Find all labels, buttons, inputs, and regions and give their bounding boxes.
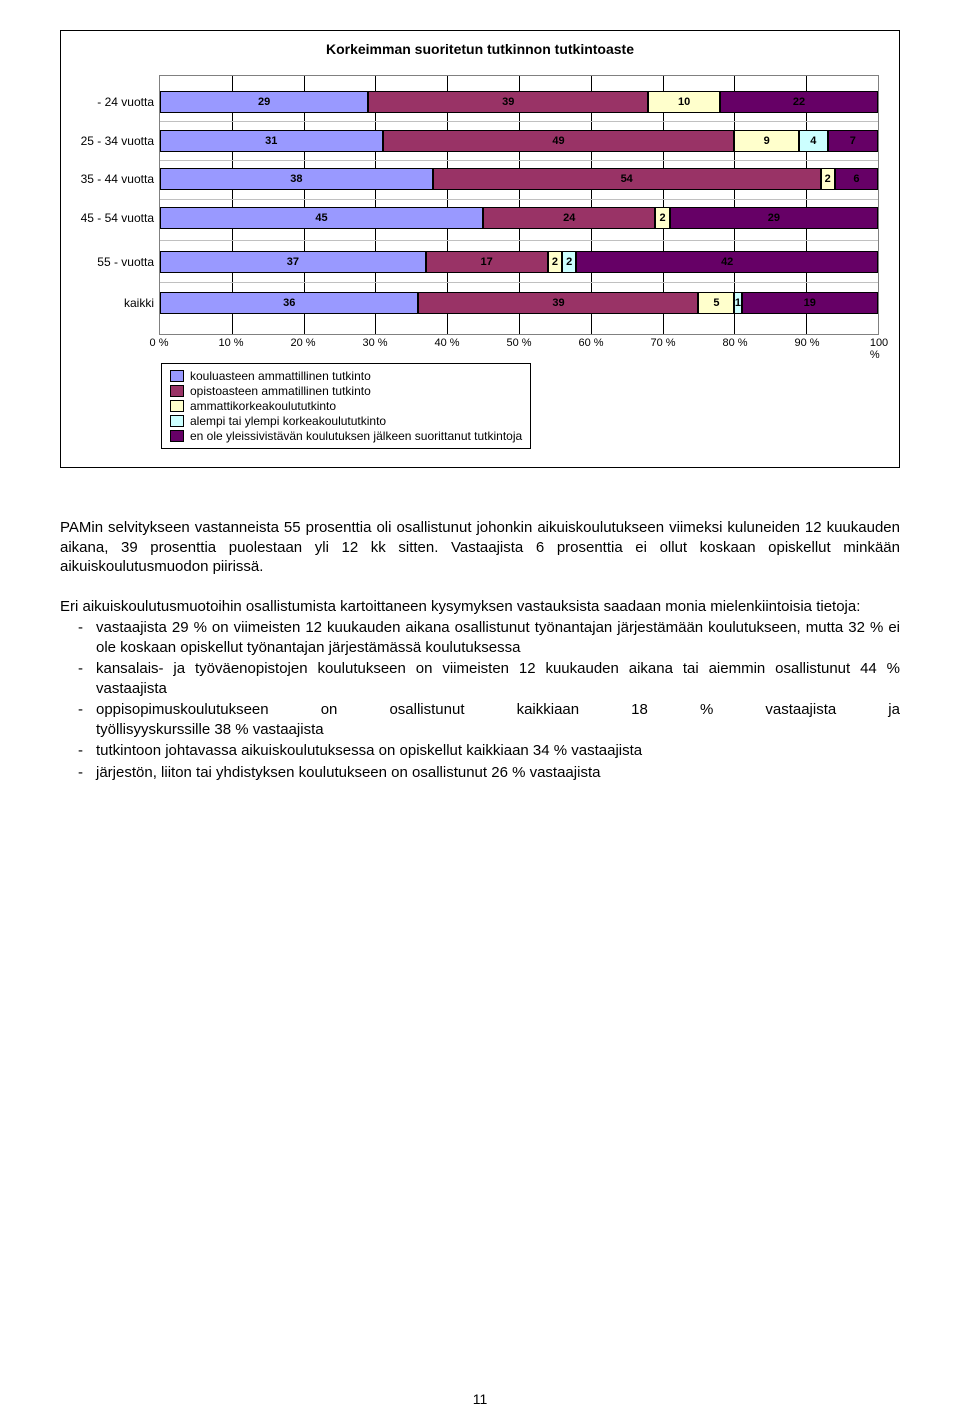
bar-segment: 39 xyxy=(368,91,648,113)
bar-segment: 37 xyxy=(160,251,426,273)
legend-label: opistoasteen ammatillinen tutkinto xyxy=(190,384,371,398)
bar-segment: 36 xyxy=(160,292,418,314)
x-tick-label: 70 % xyxy=(650,337,675,349)
legend-swatch xyxy=(170,400,184,412)
bar-row: 29391022 xyxy=(160,91,878,113)
category-label: 25 - 34 vuotta xyxy=(70,134,154,148)
bar-segment: 2 xyxy=(821,168,835,190)
list-item: järjestön, liiton tai yhdistyksen koulut… xyxy=(60,763,900,783)
x-tick-label: 100 % xyxy=(870,337,888,361)
x-tick-label: 20 % xyxy=(290,337,315,349)
bar-row: 4524229 xyxy=(160,207,878,229)
legend-swatch xyxy=(170,430,184,442)
chart-legend: kouluasteen ammattillinen tutkintoopisto… xyxy=(161,363,531,449)
legend-label: en ole yleissivistävän koulutuksen jälke… xyxy=(190,429,522,443)
bar-segment: 29 xyxy=(160,91,368,113)
category-label: 55 - vuotta xyxy=(70,255,154,269)
bar-segment: 5 xyxy=(698,292,734,314)
bar-segment: 2 xyxy=(548,251,562,273)
x-tick-label: 40 % xyxy=(434,337,459,349)
education-degree-chart: Korkeimman suoritetun tutkinnon tutkinto… xyxy=(60,30,900,468)
bar-segment: 38 xyxy=(160,168,433,190)
bar-segment: 31 xyxy=(160,130,383,152)
bar-segment: 4 xyxy=(799,130,828,152)
body-text-block: PAMin selvitykseen vastanneista 55 prose… xyxy=(60,518,900,782)
x-tick-label: 30 % xyxy=(362,337,387,349)
bar-segment: 19 xyxy=(742,292,878,314)
paragraph-2-intro: Eri aikuiskoulutusmuotoihin osallistumis… xyxy=(60,597,900,617)
category-label: 35 - 44 vuotta xyxy=(70,172,154,186)
bar-segment: 6 xyxy=(835,168,878,190)
bar-segment: 2 xyxy=(655,207,669,229)
bar-segment: 1 xyxy=(734,292,741,314)
legend-label: kouluasteen ammattillinen tutkinto xyxy=(190,369,371,383)
list-item: tutkintoon johtavassa aikuiskoulutuksess… xyxy=(60,741,900,761)
page-number: 11 xyxy=(0,1391,960,1407)
chart-title: Korkeimman suoritetun tutkinnon tutkinto… xyxy=(73,41,887,57)
x-tick-label: 50 % xyxy=(506,337,531,349)
bar-segment: 2 xyxy=(562,251,576,273)
list-item: kansalais- ja työväenopistojen koulutuks… xyxy=(60,659,900,698)
legend-item: en ole yleissivistävän koulutuksen jälke… xyxy=(170,429,522,443)
legend-item: alempi tai ylempi korkeakoulututkinto xyxy=(170,414,522,428)
legend-label: ammattikorkeakoulututkinto xyxy=(190,399,336,413)
x-tick-label: 10 % xyxy=(218,337,243,349)
bullet-list: vastaajista 29 % on viimeisten 12 kuukau… xyxy=(60,618,900,782)
x-tick-label: 60 % xyxy=(578,337,603,349)
bar-segment: 22 xyxy=(720,91,878,113)
legend-swatch xyxy=(170,385,184,397)
bar-segment: 45 xyxy=(160,207,483,229)
list-item: oppisopimuskoulutukseen on osallistunut … xyxy=(60,700,900,739)
category-label: kaikki xyxy=(70,296,154,310)
legend-item: kouluasteen ammattillinen tutkinto xyxy=(170,369,522,383)
bar-segment: 9 xyxy=(734,130,799,152)
legend-item: opistoasteen ammatillinen tutkinto xyxy=(170,384,522,398)
bar-segment: 54 xyxy=(433,168,821,190)
x-tick-label: 80 % xyxy=(722,337,747,349)
legend-item: ammattikorkeakoulututkinto xyxy=(170,399,522,413)
x-tick-label: 90 % xyxy=(794,337,819,349)
bar-segment: 29 xyxy=(670,207,878,229)
bar-row: 36395119 xyxy=(160,292,878,314)
legend-label: alempi tai ylempi korkeakoulututkinto xyxy=(190,414,386,428)
bar-segment: 42 xyxy=(576,251,878,273)
bar-segment: 17 xyxy=(426,251,548,273)
bar-segment: 24 xyxy=(483,207,655,229)
paragraph-1: PAMin selvitykseen vastanneista 55 prose… xyxy=(60,518,900,577)
category-label: - 24 vuotta xyxy=(70,95,154,109)
list-item: vastaajista 29 % on viimeisten 12 kuukau… xyxy=(60,618,900,657)
bar-row: 3149947 xyxy=(160,130,878,152)
bar-segment: 10 xyxy=(648,91,720,113)
legend-swatch xyxy=(170,370,184,382)
chart-plot-area: - 24 vuotta2939102225 - 34 vuotta3149947… xyxy=(159,75,879,335)
bar-segment: 39 xyxy=(418,292,698,314)
bar-segment: 49 xyxy=(383,130,735,152)
category-label: 45 - 54 vuotta xyxy=(70,211,154,225)
chart-x-axis: 0 %10 %20 %30 %40 %50 %60 %70 %80 %90 %1… xyxy=(159,337,879,355)
x-tick-label: 0 % xyxy=(150,337,169,349)
bar-row: 37172242 xyxy=(160,251,878,273)
legend-swatch xyxy=(170,415,184,427)
bar-segment: 7 xyxy=(828,130,878,152)
bar-row: 385426 xyxy=(160,168,878,190)
